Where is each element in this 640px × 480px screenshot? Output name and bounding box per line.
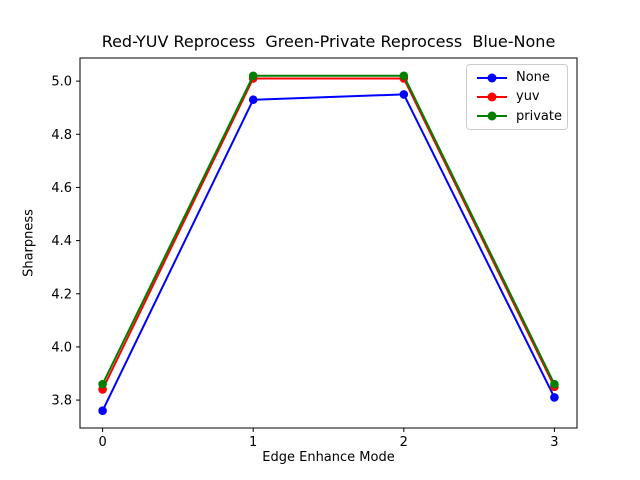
data-point-None-3 bbox=[550, 393, 559, 402]
y-axis-label: Sharpness bbox=[21, 209, 37, 277]
axis-ticks: 0 1 2 3 3.8 4.0 4.2 4.4 4.6 4.8 5.0 bbox=[51, 75, 558, 450]
data-point-None-2 bbox=[399, 90, 409, 99]
legend-label: yuv bbox=[516, 89, 540, 105]
y-tick-label: 4.0 bbox=[51, 340, 72, 355]
legend-line-sample bbox=[477, 92, 507, 102]
data-point-private-3 bbox=[550, 379, 559, 389]
legend-marker-icon bbox=[487, 73, 497, 83]
legend-line-sample bbox=[477, 111, 507, 121]
series-line-None bbox=[101, 93, 556, 412]
data-point-private-0 bbox=[98, 379, 107, 389]
legend-item-None: None bbox=[477, 68, 567, 87]
data-point-None-1 bbox=[248, 95, 258, 105]
data-point-private-2 bbox=[399, 71, 409, 81]
y-tick-label: 4.6 bbox=[51, 181, 72, 196]
x-tick-label: 0 bbox=[98, 435, 106, 450]
y-tick-label: 4.8 bbox=[51, 128, 72, 143]
chart-title: Red-YUV Reprocess Green-Private Reproces… bbox=[101, 32, 556, 51]
x-tick-label: 1 bbox=[249, 435, 257, 450]
legend-item-yuv: yuv bbox=[477, 87, 567, 106]
data-series bbox=[98, 71, 559, 416]
series-line-private bbox=[101, 74, 556, 385]
legend-marker-icon bbox=[487, 92, 497, 102]
series-line-yuv bbox=[101, 77, 556, 390]
legend-marker-icon bbox=[487, 111, 497, 121]
y-tick-label: 4.4 bbox=[51, 234, 72, 249]
legend-item-private: private bbox=[477, 107, 567, 126]
data-point-private-1 bbox=[248, 71, 258, 81]
y-tick-label: 4.2 bbox=[51, 287, 72, 302]
data-point-None-0 bbox=[98, 406, 107, 416]
x-tick-label: 3 bbox=[550, 435, 558, 450]
plot-area-frame bbox=[79, 57, 578, 429]
y-tick-label: 3.8 bbox=[51, 394, 72, 409]
legend: None yuv private bbox=[466, 64, 568, 130]
y-tick-label: 5.0 bbox=[51, 75, 72, 90]
x-tick-label: 2 bbox=[400, 435, 408, 450]
legend-line-sample bbox=[477, 73, 507, 83]
legend-label: private bbox=[516, 108, 562, 124]
x-axis-label: Edge Enhance Mode bbox=[262, 450, 395, 465]
legend-label: None bbox=[516, 70, 550, 86]
